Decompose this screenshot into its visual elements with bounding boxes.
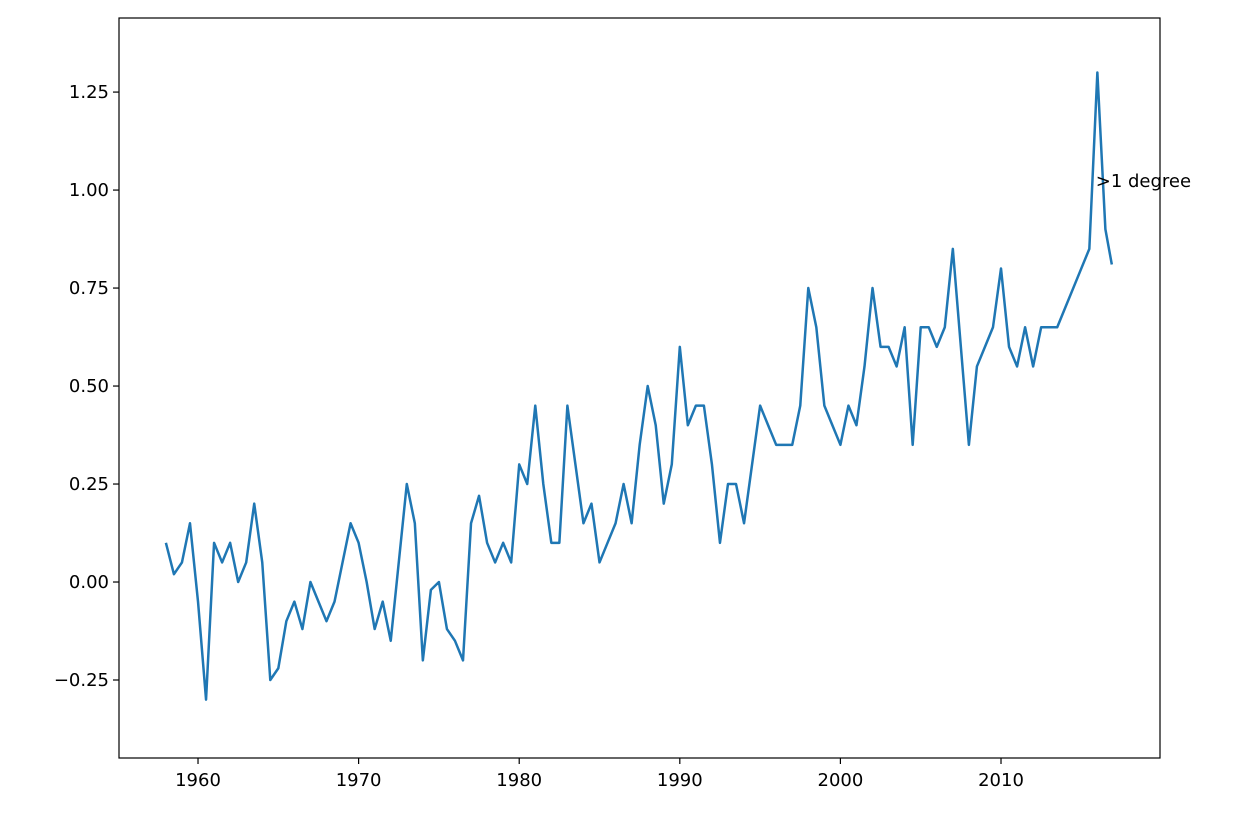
y-tick-label: 1.25 xyxy=(69,82,109,103)
annotation: >1 degree xyxy=(1096,171,1191,192)
x-tick-label: 1960 xyxy=(175,770,221,791)
x-tick-label: 1980 xyxy=(496,770,542,791)
x-tick-label: 2010 xyxy=(978,770,1024,791)
y-tick-label: 1.00 xyxy=(69,180,109,201)
x-tick-label: 2000 xyxy=(818,770,864,791)
y-tick-label: 0.25 xyxy=(69,474,109,495)
plot-frame xyxy=(118,17,1161,759)
y-tick-label: 0.50 xyxy=(69,376,109,397)
data-line xyxy=(164,71,1114,701)
y-tick-label: 0.00 xyxy=(69,572,109,593)
y-tick-label: 0.75 xyxy=(69,278,109,299)
y-tick-label: −0.25 xyxy=(54,670,109,691)
x-tick-label: 1970 xyxy=(336,770,382,791)
x-tick-label: 1990 xyxy=(657,770,703,791)
